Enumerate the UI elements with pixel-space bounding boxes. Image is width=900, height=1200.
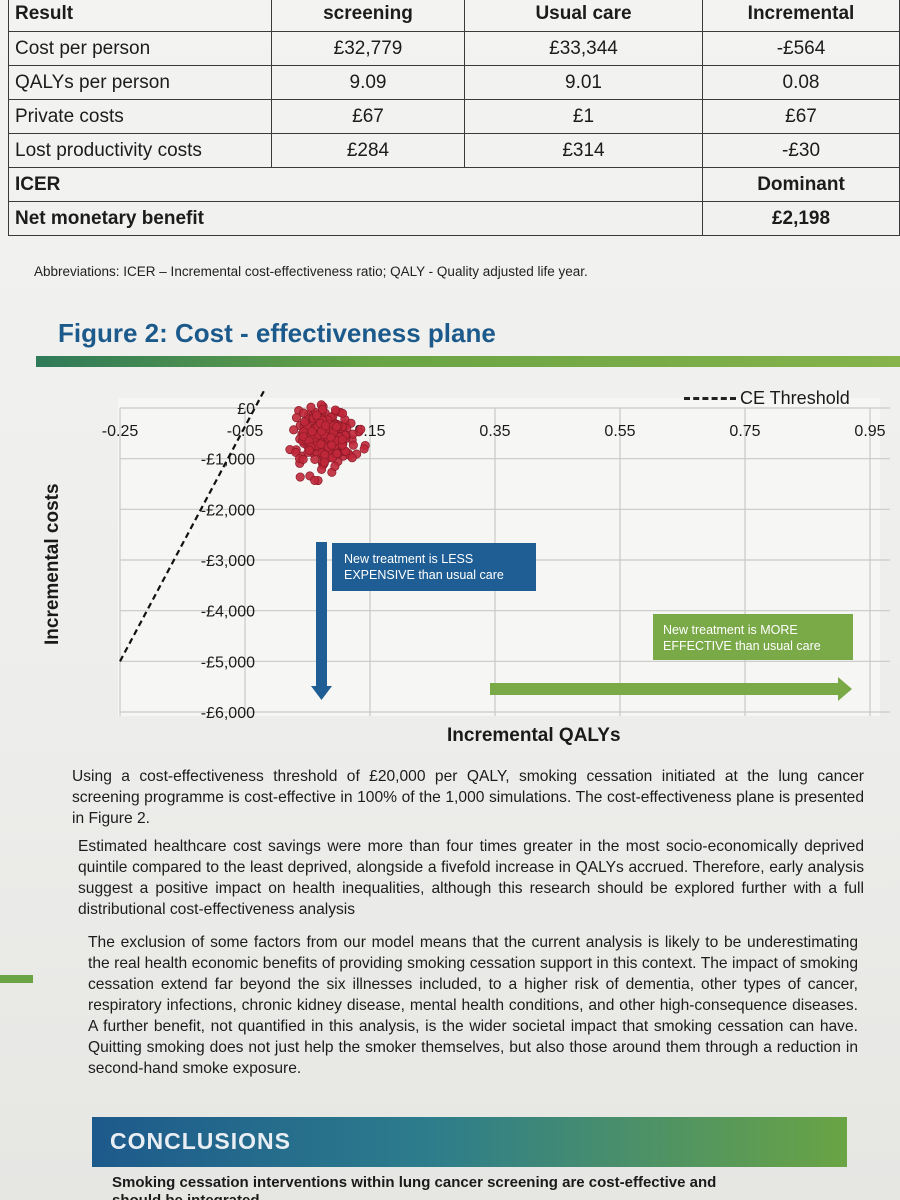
row-label: Cost per person [8,31,272,66]
x-tick-label: -0.05 [227,423,264,440]
simulation-point [332,449,342,459]
chart-legend: CE Threshold [684,388,850,409]
simulation-point [306,402,316,412]
header-result: Result [8,0,272,32]
simulation-point [347,453,357,463]
results-paragraph-2: Estimated healthcare cost savings were m… [78,838,864,918]
abbreviations-note: Abbreviations: ICER – Incremental cost-e… [34,264,588,279]
cell-screening: £67 [271,99,465,134]
y-tick-label: -£3,000 [201,553,255,570]
table-row: Lost productivity costs £284 £314 -£30 [8,133,900,168]
x-tick-label: 0.75 [729,423,760,440]
header-usual-care: Usual care [464,0,703,32]
cell-screening: £32,779 [271,31,465,66]
simulation-point [291,413,302,423]
simulation-point [321,421,331,431]
y-tick-label: -£6,000 [201,705,255,722]
simulation-point [307,427,317,437]
figure-title: Figure 2: Cost - effectiveness plane [58,318,496,348]
simulation-point [327,440,337,450]
simulation-point [320,450,330,460]
row-label: Private costs [8,99,272,134]
nmb-value: £2,198 [702,201,900,236]
cell-usual: £314 [464,133,703,168]
cost-effectiveness-plane-chart: -0.25 -0.05 0.15 0.35 0.55 0.75 0.95£0-£1,000-… [102,387,890,722]
simulation-point [295,472,305,482]
row-label: Lost productivity costs [8,133,272,168]
simulation-point [330,461,340,471]
y-tick-label: -£2,000 [201,502,255,519]
cell-screening: £284 [271,133,465,168]
results-paragraph-3: The exclusion of some factors from our m… [88,934,858,1077]
more-effective-label: New treatment is MORE EFFECTIVE than usu… [653,614,853,660]
figure-title-rule [36,356,900,367]
simulation-point [317,404,328,414]
less-expensive-label: New treatment is LESS EXPENSIVE than usu… [332,543,536,591]
x-axis-label: Incremental QALYs [447,725,621,746]
simulation-point [304,445,314,455]
simulation-point [310,475,320,485]
simulation-point [348,440,358,450]
conclusions-title: CONCLUSIONS [110,1128,291,1154]
more-effective-arrow-shaft [490,683,838,695]
simulation-point [332,422,342,432]
x-tick-label: 0.55 [604,423,635,440]
more-effective-line-2: EFFECTIVE than usual care [663,639,821,653]
y-tick-label: £0 [237,401,255,418]
table-row: QALYs per person 9.09 9.01 0.08 [8,65,900,100]
simulation-point [359,444,369,454]
nmb-label: Net monetary benefit [8,201,703,236]
results-table: Result screening Usual care Incremental … [8,0,900,236]
y-tick-label: -£5,000 [201,654,255,671]
table-row-nmb: Net monetary benefit £2,198 [8,201,900,236]
ce-threshold-line [119,387,267,662]
less-expensive-arrow-shaft [316,542,327,688]
conclusions-text: Smoking cessation interventions within l… [112,1174,717,1191]
less-expensive-arrow-head [311,686,332,700]
simulation-point [319,457,329,467]
table-row: Cost per person £32,779 £33,344 -£564 [8,31,900,66]
more-effective-arrow-head [838,677,852,701]
left-accent-mark [0,975,33,983]
y-tick-label: -£1,000 [201,452,255,469]
simulation-point [312,410,322,420]
x-tick-label: -0.25 [102,423,139,440]
simulation-point [298,408,309,418]
legend-label: CE Threshold [740,388,850,408]
simulation-point [289,425,299,435]
conclusions-text-2: should be integrated [112,1192,412,1200]
x-tick-label: 0.95 [854,423,885,440]
simulation-point [338,408,348,418]
y-axis-label: Incremental costs [42,483,63,645]
simulation-point [337,435,347,445]
icer-value: Dominant [702,167,900,202]
cell-usual: £33,344 [464,31,703,66]
dashed-line-legend-icon [684,397,736,400]
simulation-point [326,432,336,442]
y-tick-label: -£4,000 [201,604,255,621]
x-tick-label: 0.35 [479,423,510,440]
cell-incremental: -£564 [702,31,900,66]
simulation-point [356,424,366,434]
less-expensive-line-2: EXPENSIVE than usual care [344,568,504,582]
simulation-point [298,454,308,464]
more-effective-line-1: New treatment is MORE [663,623,798,637]
results-paragraph-1: Using a cost-effectiveness threshold of … [72,768,864,827]
cell-incremental: £67 [702,99,900,134]
less-expensive-line-1: New treatment is LESS [344,552,474,566]
simulation-point [316,439,326,449]
conclusions-banner [92,1117,847,1167]
simulation-point [299,417,309,427]
